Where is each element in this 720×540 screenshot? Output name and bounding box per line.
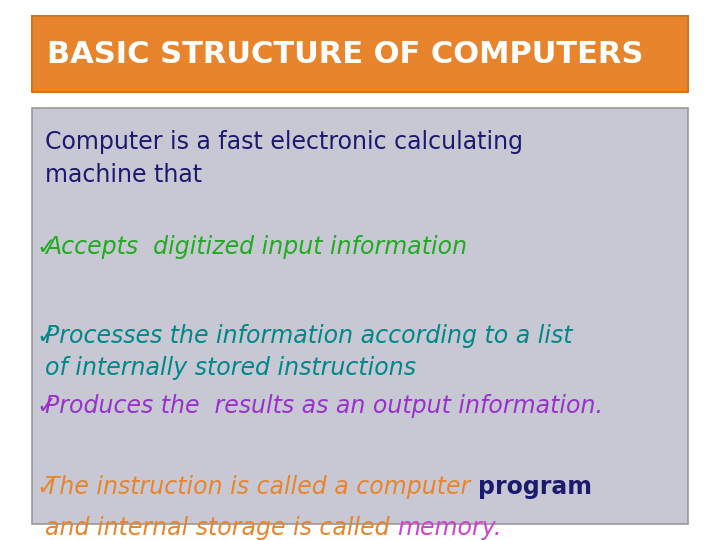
Text: Processes the information according to a list
of internally stored instructions: Processes the information according to a… [45,324,573,380]
Text: The instruction is called a computer: The instruction is called a computer [45,475,478,499]
Text: ✓: ✓ [36,394,55,418]
Text: Accepts  digitized input information: Accepts digitized input information [45,235,467,259]
Text: Produces the  results as an output information.: Produces the results as an output inform… [45,394,603,418]
Text: ✓: ✓ [36,235,55,259]
Text: Computer is a fast electronic calculating
machine that: Computer is a fast electronic calculatin… [45,130,523,187]
FancyBboxPatch shape [32,108,688,524]
Text: program: program [478,475,592,499]
Text: ✓: ✓ [36,324,55,348]
Text: memory.: memory. [397,516,502,539]
Text: BASIC STRUCTURE OF COMPUTERS: BASIC STRUCTURE OF COMPUTERS [47,39,643,69]
Text: and internal storage is called: and internal storage is called [45,516,397,539]
Text: ✓: ✓ [36,475,55,499]
FancyBboxPatch shape [32,16,688,92]
